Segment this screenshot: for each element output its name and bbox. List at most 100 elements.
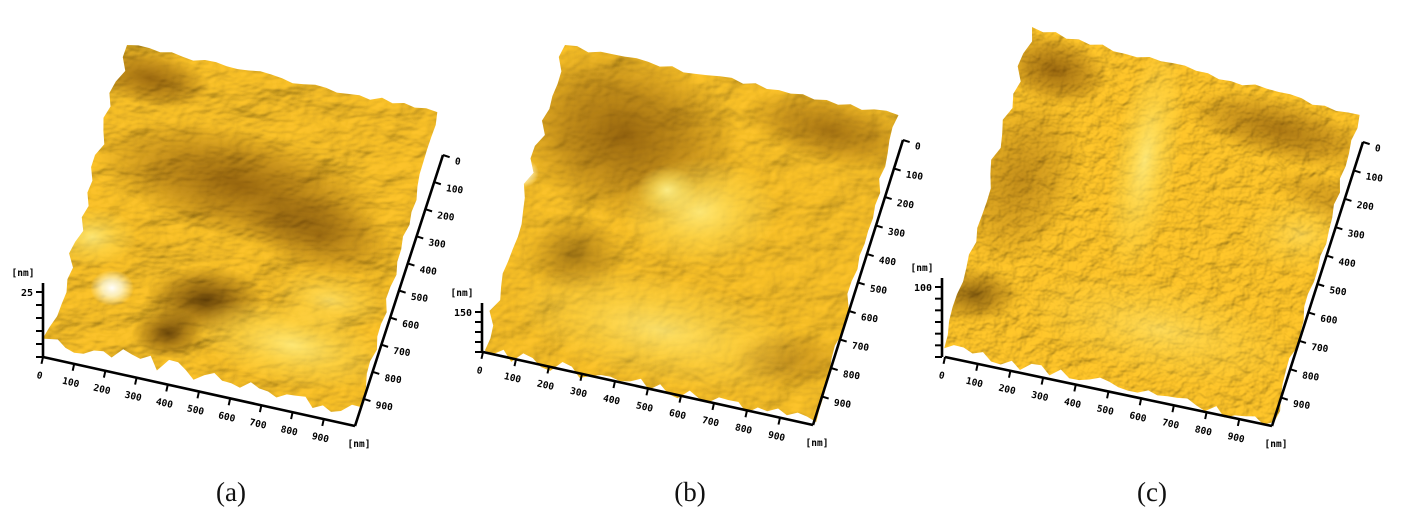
y-tick-label: 800	[384, 373, 403, 386]
x-tick-label: 200	[92, 383, 111, 398]
y-tick	[1362, 141, 1370, 146]
x-tick	[1040, 377, 1045, 385]
axis-unit-label: [nm]	[806, 438, 829, 449]
afm-panel-c: 0 100 200 300 400 500 600 700 800 900 0 100 200 300 40…	[911, 27, 1384, 450]
x-tick	[744, 410, 748, 418]
x-tick	[513, 359, 517, 367]
x-tick-label: 400	[602, 393, 621, 408]
x-tick	[645, 388, 649, 396]
x-tick	[321, 418, 325, 427]
y-tick-label: 200	[896, 198, 915, 211]
y-tick	[839, 338, 847, 343]
x-tick	[1106, 391, 1110, 399]
shadow-blob	[742, 89, 899, 171]
x-tick	[1171, 405, 1175, 413]
y-tick-label: 700	[851, 341, 870, 354]
caption-a: (a)	[216, 477, 246, 507]
y-tick-label: 100	[1365, 172, 1384, 185]
y-tick-label: 600	[860, 312, 879, 325]
y-tick-label: 600	[1320, 314, 1339, 327]
x-tick-label: 800	[279, 424, 298, 439]
highlight-blob	[1022, 273, 1298, 387]
z-max-label: 150	[454, 308, 472, 319]
x-tick	[40, 356, 44, 365]
axes-b: 0 100 200 300 400 500 600 700 800 900 0 100 200 300 40…	[451, 139, 924, 449]
x-tick-label: 100	[965, 376, 984, 391]
x-tick-label: 600	[1128, 410, 1147, 425]
y-tick-label: 0	[914, 141, 921, 153]
shadow-blob	[730, 330, 850, 390]
z-unit-label: [nm]	[911, 263, 934, 274]
x-tick-label: 900	[1226, 431, 1245, 446]
y-tick-label: 600	[401, 319, 420, 332]
x-tick	[1138, 398, 1143, 406]
x-tick	[1236, 418, 1241, 427]
y-tick-label: 400	[419, 265, 438, 278]
x-tick	[1073, 384, 1077, 392]
y-tick	[848, 310, 856, 315]
y-tick	[407, 262, 415, 267]
x-tick	[711, 402, 715, 411]
y-tick-label: 900	[833, 398, 852, 411]
highlight-blob	[637, 166, 697, 214]
x-tick-label: 500	[635, 400, 654, 415]
x-tick-label: 0	[938, 370, 946, 382]
y-tick	[363, 397, 371, 403]
shadow-blob	[241, 191, 399, 279]
afm-panel-a: 0 100 200 300 400 500 600 700 800 900 0 100 200 300 40…	[12, 45, 464, 450]
y-tick	[857, 281, 865, 286]
y-tick-label: 500	[1329, 285, 1348, 298]
y-tick	[830, 367, 838, 372]
x-tick-label: 300	[569, 386, 588, 401]
y-tick-label: 300	[428, 237, 447, 250]
x-tick-label: 500	[186, 403, 205, 418]
x-tick	[196, 391, 200, 399]
y-tick	[1308, 311, 1316, 316]
highlight-blob	[1105, 41, 1185, 279]
y-tick	[1344, 197, 1352, 202]
x-tick-label: 800	[734, 422, 753, 437]
y-tick	[425, 208, 433, 213]
y-tick-label: 400	[1338, 257, 1357, 270]
highlight-blob	[46, 207, 138, 267]
y-tick	[1289, 368, 1298, 373]
y-tick-label: 300	[1347, 228, 1366, 241]
y-tick-label: 100	[905, 170, 924, 183]
x-tick-label: 0	[475, 365, 483, 377]
shadow-blob	[1001, 33, 1109, 107]
x-tick-label: 300	[1030, 390, 1049, 405]
x-tick-label: 900	[311, 431, 330, 446]
y-tick-label: 400	[878, 255, 897, 268]
x-tick	[1204, 411, 1208, 420]
y-tick	[1317, 283, 1325, 288]
y-tick	[389, 316, 398, 321]
y-tick	[1280, 396, 1289, 401]
y-tick	[1326, 254, 1334, 259]
x-tick-label: 600	[217, 410, 236, 425]
shadow-blob	[132, 308, 204, 358]
y-tick-label: 0	[1374, 143, 1381, 155]
y-tick	[902, 139, 910, 144]
y-tick	[372, 370, 380, 375]
x-tick	[71, 363, 76, 371]
x-tick	[678, 395, 682, 403]
y-tick	[884, 196, 892, 201]
caption-b: (b)	[674, 477, 706, 507]
shadow-blob	[1183, 89, 1360, 171]
surface-shading-b	[503, 46, 899, 393]
y-tick	[875, 224, 883, 229]
axis-unit-label: [nm]	[1265, 439, 1288, 450]
x-tick-label: 300	[123, 390, 142, 405]
y-tick	[1353, 169, 1361, 174]
y-tick-label: 200	[1356, 200, 1375, 213]
x-tick	[480, 351, 484, 360]
caption-c: (c)	[1137, 477, 1167, 507]
y-tick	[1335, 226, 1343, 231]
y-tick-label: 500	[410, 292, 429, 305]
x-tick-label: 900	[767, 430, 786, 445]
z-unit-label: [nm]	[12, 268, 35, 279]
x-tick	[227, 398, 232, 406]
y-tick-label: 900	[375, 400, 394, 413]
